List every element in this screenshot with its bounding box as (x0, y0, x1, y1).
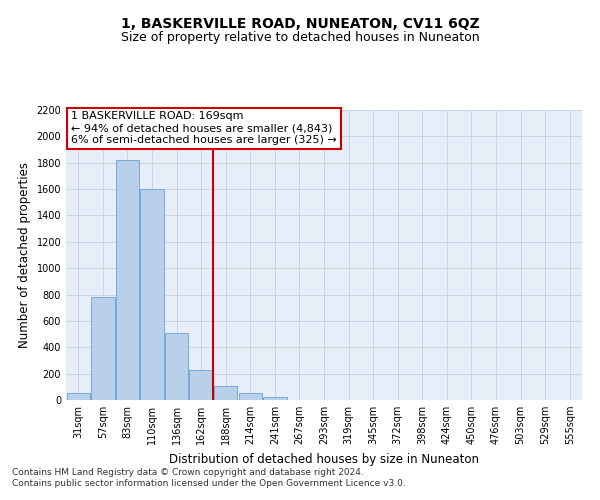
Bar (263, 396, 287, 400)
X-axis label: Distribution of detached houses by size in Nuneaton: Distribution of detached houses by size … (169, 452, 479, 466)
Text: Contains HM Land Registry data © Crown copyright and database right 2024.
Contai: Contains HM Land Registry data © Crown c… (12, 468, 406, 487)
Bar (190, 370, 213, 400)
Bar (91, 297, 115, 400)
Bar (140, 189, 164, 400)
Bar (214, 386, 238, 400)
Bar (116, 160, 139, 400)
Text: 1 BASKERVILLE ROAD: 169sqm
← 94% of detached houses are smaller (4,843)
6% of se: 1 BASKERVILLE ROAD: 169sqm ← 94% of deta… (71, 112, 337, 144)
Bar (239, 393, 262, 400)
Text: Size of property relative to detached houses in Nuneaton: Size of property relative to detached ho… (121, 31, 479, 44)
Bar (165, 333, 188, 400)
Bar (67, 394, 90, 400)
Text: 1, BASKERVILLE ROAD, NUNEATON, CV11 6QZ: 1, BASKERVILLE ROAD, NUNEATON, CV11 6QZ (121, 18, 479, 32)
Y-axis label: Number of detached properties: Number of detached properties (18, 162, 31, 348)
